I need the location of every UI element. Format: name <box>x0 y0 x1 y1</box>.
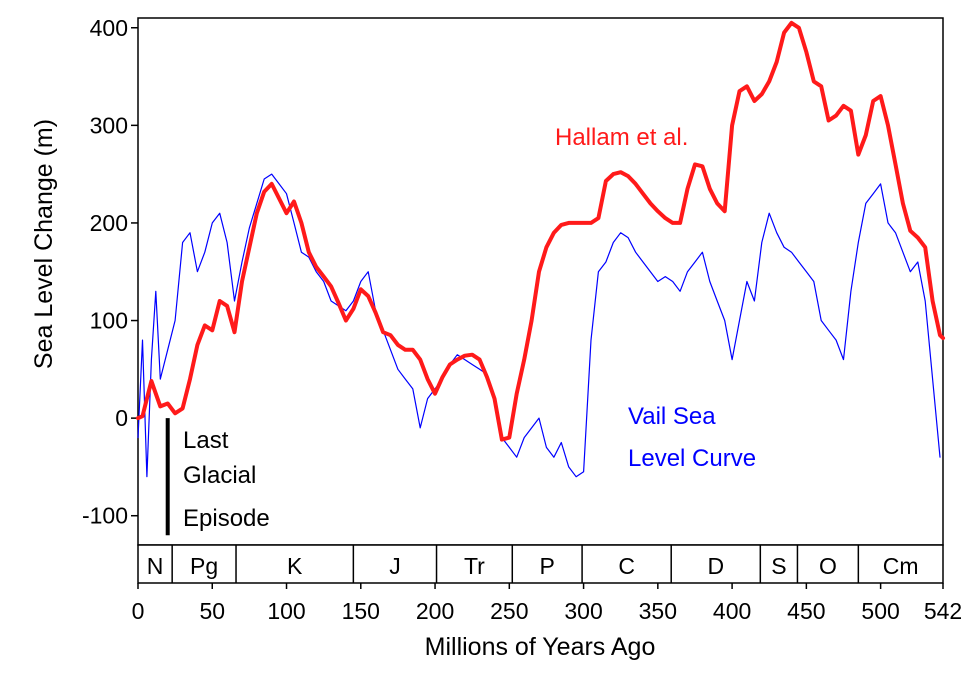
x-tick-label: 250 <box>490 598 528 624</box>
annotation-label: Hallam et al. <box>555 124 688 151</box>
y-tick-label: 300 <box>90 112 128 138</box>
y-tick-label: 200 <box>90 210 128 236</box>
x-tick-label: 150 <box>342 598 380 624</box>
period-label: Pg <box>190 553 218 579</box>
annotation-label: Vail Sea <box>628 403 716 430</box>
period-band <box>137 544 944 584</box>
x-tick-label: 542 <box>924 598 962 624</box>
period-label: S <box>771 553 786 579</box>
period-label: K <box>287 553 303 579</box>
x-tick-label: 450 <box>787 598 825 624</box>
x-tick-label: 100 <box>267 598 305 624</box>
period-label: P <box>540 553 555 579</box>
period-label: Tr <box>464 553 485 579</box>
period-label: C <box>618 553 635 579</box>
x-tick-label: 200 <box>416 598 454 624</box>
x-axis-label: Millions of Years Ago <box>425 633 656 661</box>
y-tick-label: 100 <box>90 308 128 334</box>
x-tick-label: 0 <box>132 598 145 624</box>
x-tick-label: 400 <box>713 598 751 624</box>
y-tick-label: 400 <box>90 15 128 41</box>
period-label: O <box>819 553 837 579</box>
period-label: Cm <box>883 553 919 579</box>
annotation-label: Glacial <box>183 462 256 489</box>
y-tick-label: -100 <box>82 503 128 529</box>
x-tick-label: 50 <box>199 598 225 624</box>
period-label: N <box>147 553 164 579</box>
annotation-label: Level Curve <box>628 445 756 472</box>
y-tick-label: 0 <box>115 405 128 431</box>
x-tick-label: 350 <box>639 598 677 624</box>
period-label: J <box>389 553 401 579</box>
x-tick-label: 300 <box>564 598 602 624</box>
series-vail-line <box>137 173 941 478</box>
series-hallam-line <box>136 20 945 442</box>
annotation-label: Last <box>183 427 229 454</box>
y-axis-label: Sea Level Change (m) <box>30 119 58 369</box>
x-tick-label: 500 <box>861 598 899 624</box>
period-label: D <box>707 553 724 579</box>
annotation-label: Episode <box>183 505 270 532</box>
